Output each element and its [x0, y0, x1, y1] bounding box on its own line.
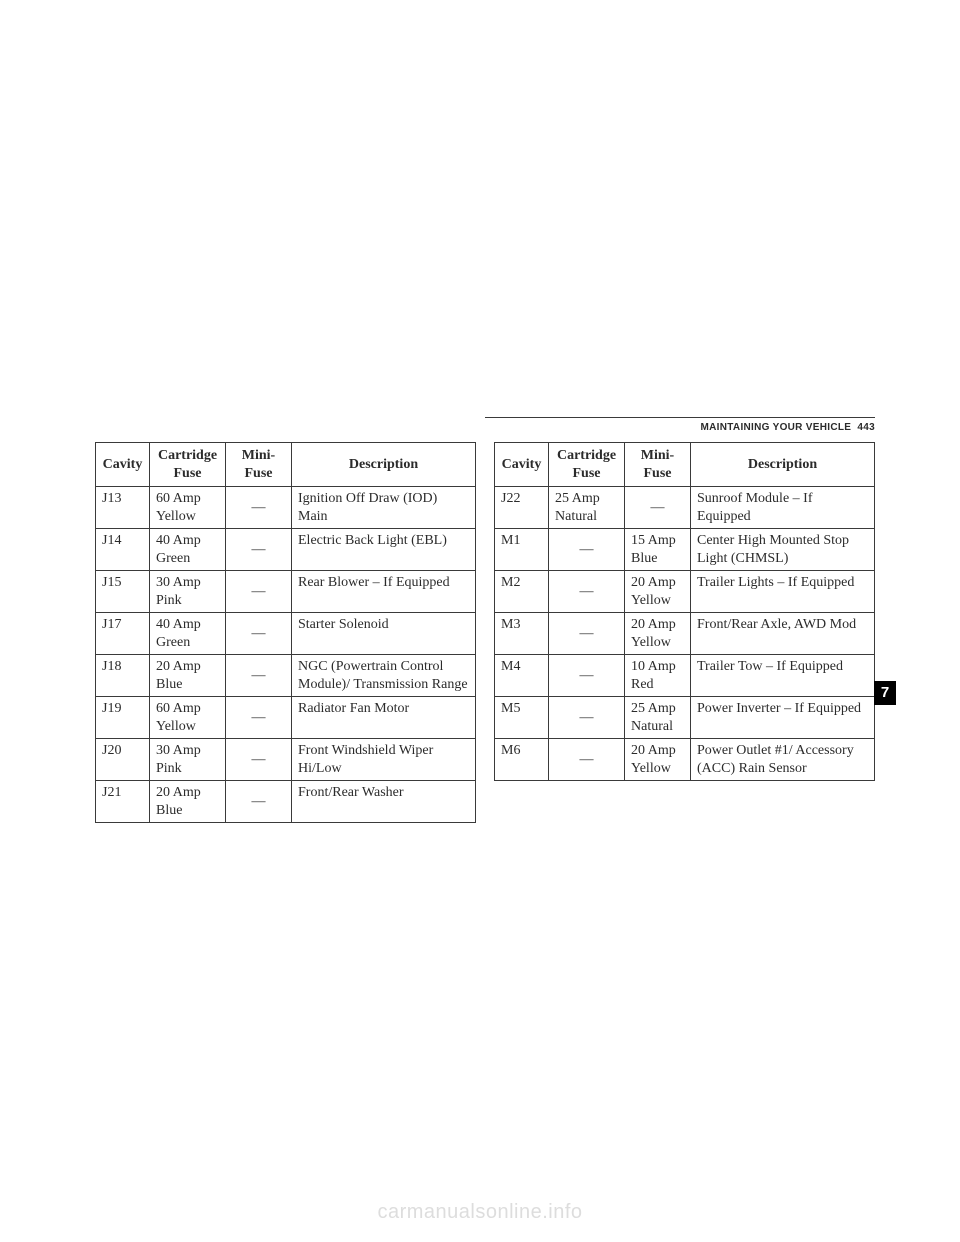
cell-cavity: J13 [96, 487, 150, 529]
right-column: Cavity Cartridge Fuse Mini-Fuse Descript… [494, 442, 875, 823]
table-row: J1530 Amp Pink—Rear Blower – If Equipped [96, 571, 476, 613]
cell-mini: 20 Amp Yellow [625, 739, 691, 781]
fuse-table-right: Cavity Cartridge Fuse Mini-Fuse Descript… [494, 442, 875, 781]
cell-cartridge: — [549, 613, 625, 655]
table-row: J1440 Amp Green—Electric Back Light (EBL… [96, 529, 476, 571]
cell-cavity: M6 [495, 739, 549, 781]
cell-mini: 20 Amp Yellow [625, 613, 691, 655]
cell-cartridge: — [549, 571, 625, 613]
cell-cartridge: 20 Amp Blue [150, 781, 226, 823]
cell-cartridge: 60 Amp Yellow [150, 487, 226, 529]
col-cartridge: Cartridge Fuse [549, 443, 625, 487]
cell-mini: — [226, 697, 292, 739]
cell-cartridge: 25 Amp Natural [549, 487, 625, 529]
table-row: M3—20 Amp YellowFront/Rear Axle, AWD Mod [495, 613, 875, 655]
section-tab: 7 [874, 681, 896, 705]
cell-mini: — [625, 487, 691, 529]
cell-cartridge: — [549, 697, 625, 739]
cell-cartridge: 20 Amp Blue [150, 655, 226, 697]
cell-mini: — [226, 571, 292, 613]
cell-description: Electric Back Light (EBL) [292, 529, 476, 571]
col-cartridge: Cartridge Fuse [150, 443, 226, 487]
cell-cavity: J14 [96, 529, 150, 571]
section-title: MAINTAINING YOUR VEHICLE [701, 422, 852, 433]
cell-description: Trailer Lights – If Equipped [691, 571, 875, 613]
cell-cartridge: 40 Amp Green [150, 613, 226, 655]
table-row: M1—15 Amp BlueCenter High Mounted Stop L… [495, 529, 875, 571]
cell-description: Power Outlet #1/ Accessory (ACC) Rain Se… [691, 739, 875, 781]
cell-description: Power Inverter – If Equipped [691, 697, 875, 739]
cell-mini: — [226, 529, 292, 571]
cell-cavity: M5 [495, 697, 549, 739]
col-mini: Mini-Fuse [625, 443, 691, 487]
col-cavity: Cavity [96, 443, 150, 487]
table-row: J2030 Amp Pink—Front Windshield Wiper Hi… [96, 739, 476, 781]
cell-description: Center High Mounted Stop Light (CHMSL) [691, 529, 875, 571]
cell-description: NGC (Powertrain Control Module)/ Transmi… [292, 655, 476, 697]
header-rule [485, 417, 875, 418]
cell-cavity: J18 [96, 655, 150, 697]
table-row: J2225 Amp Natural—Sunroof Module – If Eq… [495, 487, 875, 529]
cell-description: Ignition Off Draw (IOD) Main [292, 487, 476, 529]
cell-description: Radiator Fan Motor [292, 697, 476, 739]
cell-cartridge: — [549, 739, 625, 781]
table-row: J1360 Amp Yellow—Ignition Off Draw (IOD)… [96, 487, 476, 529]
cell-mini: — [226, 613, 292, 655]
cell-mini: — [226, 655, 292, 697]
cell-mini: 25 Amp Natural [625, 697, 691, 739]
cell-description: Rear Blower – If Equipped [292, 571, 476, 613]
cell-mini: — [226, 781, 292, 823]
cell-cavity: J21 [96, 781, 150, 823]
cell-cartridge: 60 Amp Yellow [150, 697, 226, 739]
cell-cartridge: 30 Amp Pink [150, 571, 226, 613]
table-header-row: Cavity Cartridge Fuse Mini-Fuse Descript… [495, 443, 875, 487]
two-column-layout: Cavity Cartridge Fuse Mini-Fuse Descript… [95, 420, 875, 823]
cell-cartridge: 30 Amp Pink [150, 739, 226, 781]
cell-cartridge: — [549, 529, 625, 571]
cell-cartridge: 40 Amp Green [150, 529, 226, 571]
cell-mini: — [226, 487, 292, 529]
cell-cavity: J22 [495, 487, 549, 529]
cell-cavity: M1 [495, 529, 549, 571]
cell-cavity: M3 [495, 613, 549, 655]
table-row: J1960 Amp Yellow—Radiator Fan Motor [96, 697, 476, 739]
col-mini: Mini-Fuse [226, 443, 292, 487]
cell-cartridge: — [549, 655, 625, 697]
cell-cavity: J20 [96, 739, 150, 781]
table-row: M6—20 Amp YellowPower Outlet #1/ Accesso… [495, 739, 875, 781]
cell-cavity: J15 [96, 571, 150, 613]
right-tbody: J2225 Amp Natural—Sunroof Module – If Eq… [495, 487, 875, 781]
fuse-table-left: Cavity Cartridge Fuse Mini-Fuse Descript… [95, 442, 476, 823]
table-row: J1740 Amp Green—Starter Solenoid [96, 613, 476, 655]
col-desc: Description [691, 443, 875, 487]
cell-mini: — [226, 739, 292, 781]
col-desc: Description [292, 443, 476, 487]
cell-cavity: J19 [96, 697, 150, 739]
cell-cavity: M4 [495, 655, 549, 697]
table-row: M4—10 Amp RedTrailer Tow – If Equipped [495, 655, 875, 697]
page-number: 443 [857, 422, 875, 433]
cell-mini: 20 Amp Yellow [625, 571, 691, 613]
left-tbody: J1360 Amp Yellow—Ignition Off Draw (IOD)… [96, 487, 476, 823]
cell-cavity: M2 [495, 571, 549, 613]
watermark-text: carmanualsonline.info [0, 1201, 960, 1224]
table-row: M2—20 Amp YellowTrailer Lights – If Equi… [495, 571, 875, 613]
table-row: J2120 Amp Blue—Front/Rear Washer [96, 781, 476, 823]
left-column: Cavity Cartridge Fuse Mini-Fuse Descript… [95, 442, 476, 823]
page-header: MAINTAINING YOUR VEHICLE 443 [485, 422, 875, 433]
table-row: J1820 Amp Blue—NGC (Powertrain Control M… [96, 655, 476, 697]
cell-description: Starter Solenoid [292, 613, 476, 655]
cell-mini: 15 Amp Blue [625, 529, 691, 571]
cell-description: Front/Rear Axle, AWD Mod [691, 613, 875, 655]
col-cavity: Cavity [495, 443, 549, 487]
cell-description: Front Windshield Wiper Hi/Low [292, 739, 476, 781]
cell-description: Front/Rear Washer [292, 781, 476, 823]
cell-cavity: J17 [96, 613, 150, 655]
cell-description: Sunroof Module – If Equipped [691, 487, 875, 529]
cell-mini: 10 Amp Red [625, 655, 691, 697]
table-header-row: Cavity Cartridge Fuse Mini-Fuse Descript… [96, 443, 476, 487]
page-content: MAINTAINING YOUR VEHICLE 443 Cavity Cart… [95, 420, 875, 823]
table-row: M5—25 Amp NaturalPower Inverter – If Equ… [495, 697, 875, 739]
cell-description: Trailer Tow – If Equipped [691, 655, 875, 697]
